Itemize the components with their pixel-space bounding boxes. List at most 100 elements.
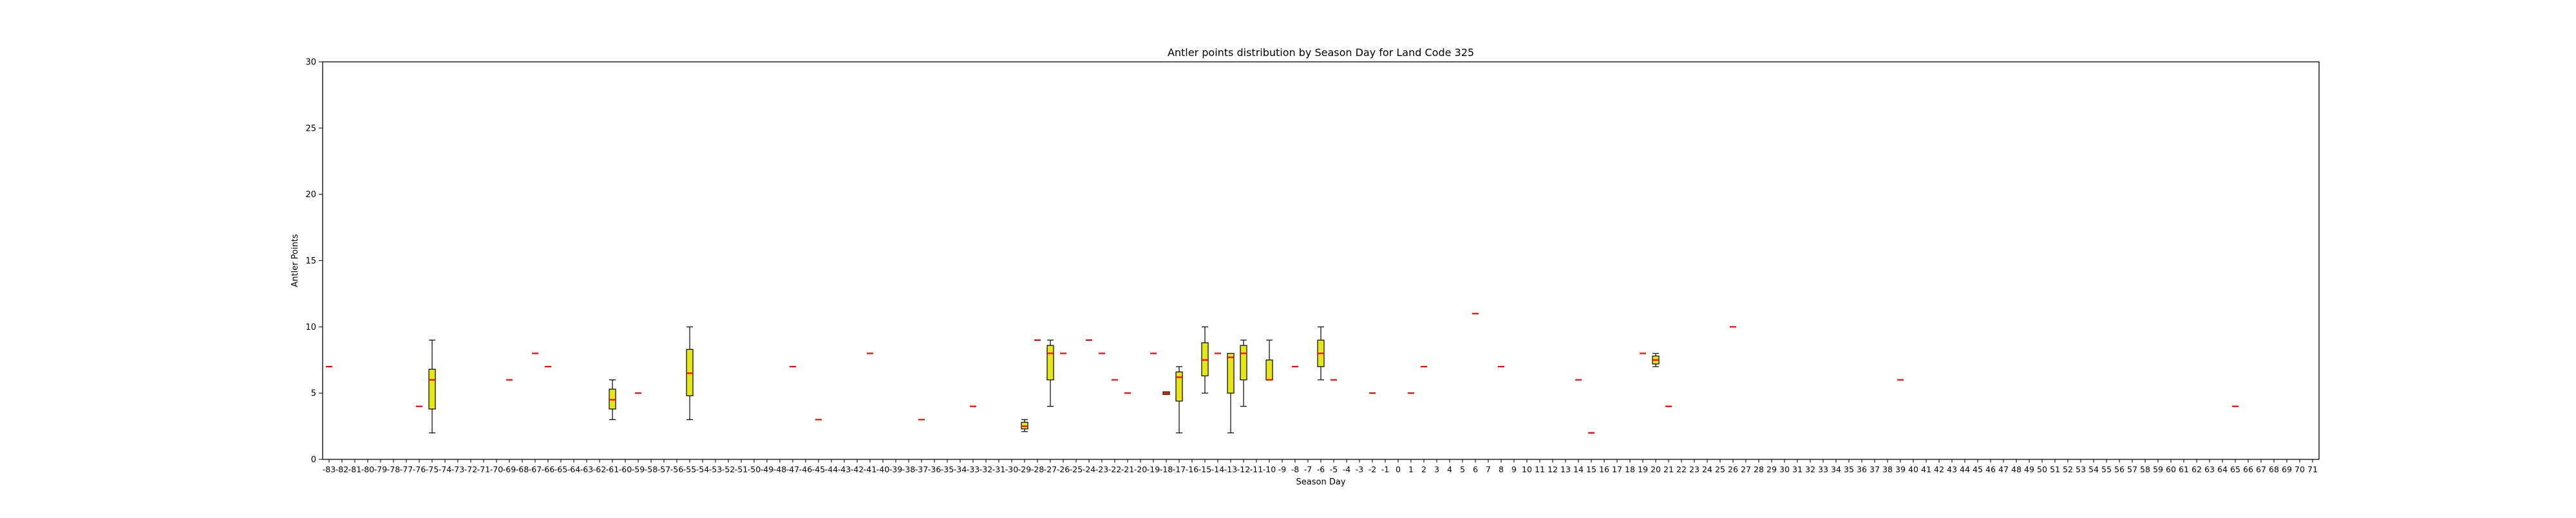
x-tick-label: -72 (464, 465, 477, 474)
box-group (1652, 352, 1660, 367)
x-tick-label: -48 (773, 465, 786, 474)
x-tick-label: 55 (2101, 465, 2112, 474)
x-tick-label: -8 (1291, 465, 1300, 474)
x-tick-label: 49 (2024, 465, 2034, 474)
x-tick-label: 13 (1560, 465, 1571, 474)
x-tick-label: -54 (696, 465, 709, 474)
x-tick-label: -66 (542, 465, 554, 474)
x-tick-label: 56 (2114, 465, 2125, 474)
x-tick-label: -62 (593, 465, 606, 474)
x-tick-label: -75 (426, 465, 439, 474)
x-tick-label: -67 (529, 465, 542, 474)
x-tick-label: 25 (1715, 465, 1725, 474)
x-tick-label: -4 (1343, 465, 1351, 474)
x-tick-label: -28 (1031, 465, 1044, 474)
chart-title: Antler points distribution by Season Day… (1168, 46, 1474, 59)
x-tick-label: 61 (2179, 465, 2189, 474)
x-tick-label: -77 (400, 465, 413, 474)
x-tick-label: 8 (1499, 465, 1504, 474)
x-tick-label: -55 (683, 465, 696, 474)
x-tick-label: -80 (361, 465, 374, 474)
x-tick-label: 27 (1741, 465, 1751, 474)
x-tick-label: -35 (941, 465, 954, 474)
box-iqr (1227, 352, 1235, 394)
y-tick-label: 5 (311, 389, 316, 399)
x-tick-label: 17 (1612, 465, 1622, 474)
x-tick-label: 31 (1792, 465, 1803, 474)
x-tick-label: 40 (1908, 465, 1918, 474)
x-tick-label: 38 (1882, 465, 1893, 474)
x-tick-label: -74 (439, 465, 451, 474)
x-tick-label: -11 (1250, 465, 1263, 474)
x-tick-label: -3 (1356, 465, 1363, 474)
y-tick-label: 0 (311, 456, 316, 465)
x-tick-label: 53 (2076, 465, 2086, 474)
x-tick-label: 59 (2153, 465, 2163, 474)
x-tick-label: 32 (1805, 465, 1815, 474)
x-tick-label: -64 (567, 465, 580, 474)
plot-area (323, 62, 2319, 459)
x-tick-label: 51 (2050, 465, 2060, 474)
x-tick-label: -32 (980, 465, 992, 474)
x-tick-label: 42 (1934, 465, 1944, 474)
x-tick-label: -81 (348, 465, 361, 474)
x-tick-label: 30 (1779, 465, 1790, 474)
x-tick-label: 68 (2269, 465, 2279, 474)
x-tick-label: -29 (1018, 465, 1031, 474)
x-tick-label: 45 (1973, 465, 1983, 474)
x-tick-label: 64 (2217, 465, 2228, 474)
x-tick-label: -53 (709, 465, 722, 474)
x-tick-label: 69 (2282, 465, 2292, 474)
x-tick-label: -34 (954, 465, 967, 474)
y-tick-label: 10 (305, 323, 316, 332)
x-tick-label: -71 (477, 465, 490, 474)
box-group (1162, 391, 1170, 395)
x-tick-label: -69 (503, 465, 516, 474)
box-group (1175, 366, 1183, 434)
x-tick-label: -20 (1134, 465, 1147, 474)
x-tick-label: 54 (2088, 465, 2099, 474)
x-tick-label: -46 (799, 465, 812, 474)
x-tick-label: -38 (902, 465, 915, 474)
y-axis-label: Antler Points (290, 234, 300, 287)
box-group (1227, 352, 1235, 434)
y-tick-label: 20 (305, 190, 316, 200)
x-tick-label: 47 (1998, 465, 2009, 474)
x-tick-label: -15 (1198, 465, 1211, 474)
x-tick-label: 2 (1421, 465, 1426, 474)
x-tick-label: 6 (1473, 465, 1478, 474)
x-tick-label: -25 (1070, 465, 1083, 474)
x-tick-label: -68 (516, 465, 529, 474)
y-tick-label: 25 (305, 124, 316, 133)
box-group (1021, 419, 1028, 432)
x-tick-label: -70 (490, 465, 503, 474)
x-tick-label: -79 (374, 465, 387, 474)
x-tick-label: 67 (2256, 465, 2266, 474)
x-tick-label: -47 (786, 465, 799, 474)
x-tick-label: -82 (336, 465, 348, 474)
x-tick-label: 24 (1702, 465, 1712, 474)
box-group (1201, 326, 1209, 394)
x-tick-label: -57 (658, 465, 670, 474)
box-group (1240, 340, 1247, 407)
x-tick-label: 14 (1573, 465, 1584, 474)
x-tick-label: -59 (632, 465, 645, 474)
x-tick-label: -31 (992, 465, 1005, 474)
x-tick-label: -45 (812, 465, 825, 474)
x-tick-label: -19 (1147, 465, 1160, 474)
x-tick-label: -1 (1381, 465, 1389, 474)
x-tick-label: -24 (1083, 465, 1095, 474)
x-tick-label: 19 (1638, 465, 1648, 474)
x-tick-label: -9 (1278, 465, 1287, 474)
x-tick-label: 28 (1754, 465, 1764, 474)
x-tick-label: 29 (1766, 465, 1777, 474)
x-tick-label: -16 (1186, 465, 1198, 474)
x-tick-label: 22 (1676, 465, 1687, 474)
x-tick-label: -76 (413, 465, 426, 474)
x-tick-label: -78 (387, 465, 400, 474)
x-tick-label: 52 (2063, 465, 2073, 474)
x-tick-label: -44 (825, 465, 838, 474)
x-tick-label: -52 (722, 465, 735, 474)
x-tick-label: -61 (606, 465, 619, 474)
